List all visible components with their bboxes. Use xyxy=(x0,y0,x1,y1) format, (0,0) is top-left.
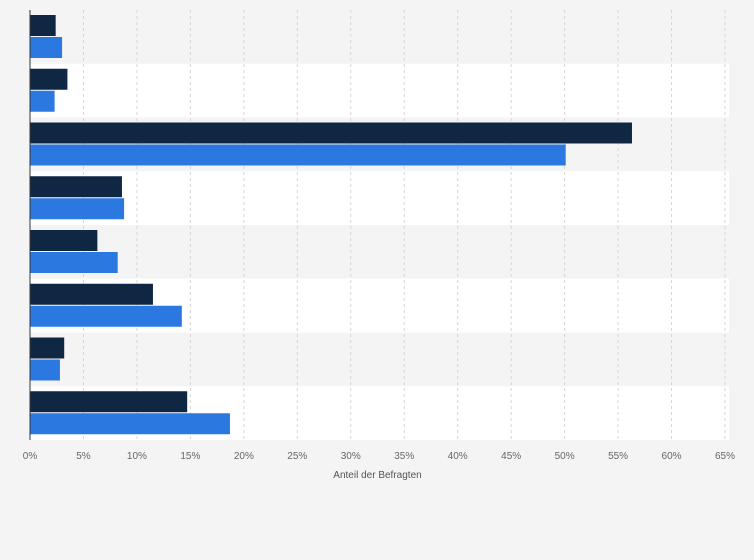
x-axis-title: Anteil der Befragten xyxy=(333,470,421,481)
bar-series-1[interactable] xyxy=(30,122,632,144)
x-tick-label: 0% xyxy=(23,451,38,462)
bar-series-1[interactable] xyxy=(30,15,56,36)
bar-series-1[interactable] xyxy=(30,68,68,90)
x-tick-labels: 0% 5% 10% 15% 20% 25% 30% 35% 40% 45% 50% 55% 60% 65% xyxy=(23,451,735,462)
x-tick-label: 55% xyxy=(608,451,628,462)
bar-series-1[interactable] xyxy=(30,176,122,198)
bar-series-1[interactable] xyxy=(30,283,153,305)
row-band xyxy=(30,225,729,279)
x-tick-label: 50% xyxy=(555,451,575,462)
bar-series-2[interactable] xyxy=(30,198,125,220)
bar-series-2[interactable] xyxy=(30,252,118,273)
bar-series-2[interactable] xyxy=(30,37,63,58)
bar-series-2[interactable] xyxy=(30,144,566,166)
x-tick-label: 60% xyxy=(662,451,682,462)
x-tick-label: 25% xyxy=(287,451,307,462)
x-tick-label: 20% xyxy=(234,451,254,462)
x-tick-label: 15% xyxy=(180,451,200,462)
bar-series-1[interactable] xyxy=(30,337,65,359)
row-band xyxy=(30,10,729,64)
bar-series-2[interactable] xyxy=(30,305,182,327)
x-tick-label: 45% xyxy=(501,451,521,462)
bar-series-2[interactable] xyxy=(30,359,60,381)
row-band xyxy=(30,332,729,387)
bar-series-2[interactable] xyxy=(30,90,55,112)
row-bands xyxy=(30,10,729,440)
x-tick-label: 5% xyxy=(76,451,91,462)
row-band xyxy=(30,63,729,118)
x-tick-label: 40% xyxy=(448,451,468,462)
x-tick-label: 10% xyxy=(127,451,147,462)
x-tick-label: 35% xyxy=(394,451,414,462)
row-band xyxy=(30,171,729,225)
bars xyxy=(30,15,632,435)
bar-series-1[interactable] xyxy=(30,391,188,413)
bar-series-1[interactable] xyxy=(30,230,98,251)
x-tick-label: 30% xyxy=(341,451,361,462)
x-tick-label: 65% xyxy=(715,451,735,462)
bar-series-2[interactable] xyxy=(30,413,230,435)
